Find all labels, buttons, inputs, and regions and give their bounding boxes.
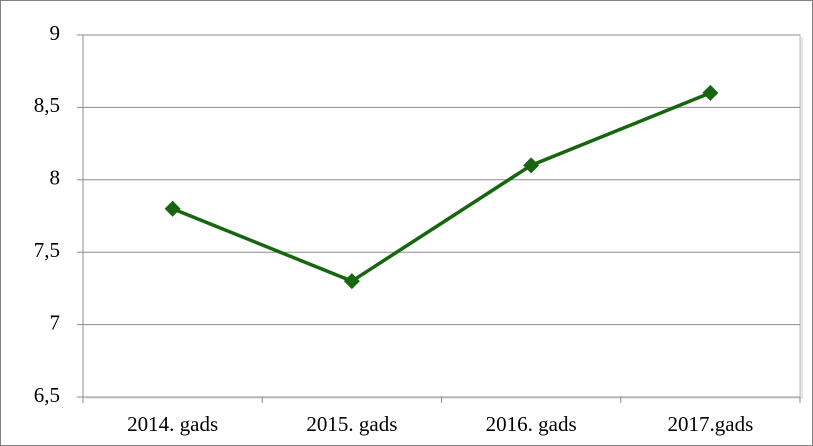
y-tick-label: 7 bbox=[50, 310, 61, 334]
marker bbox=[702, 84, 719, 101]
marker bbox=[164, 200, 181, 217]
x-tick-label: 2015. gads bbox=[306, 412, 397, 436]
x-tick-label: 2017.gads bbox=[668, 412, 754, 436]
y-tick-label: 9 bbox=[50, 21, 61, 45]
marker bbox=[343, 273, 360, 290]
y-tick-label: 8,5 bbox=[34, 93, 60, 117]
x-tick-label: 2016. gads bbox=[486, 412, 577, 436]
marker bbox=[523, 157, 540, 174]
x-tick-label: 2014. gads bbox=[127, 412, 218, 436]
y-tick-label: 7,5 bbox=[34, 238, 60, 262]
y-tick-label: 6,5 bbox=[34, 383, 60, 407]
y-tick-label: 8 bbox=[50, 166, 61, 190]
line bbox=[171, 91, 712, 284]
